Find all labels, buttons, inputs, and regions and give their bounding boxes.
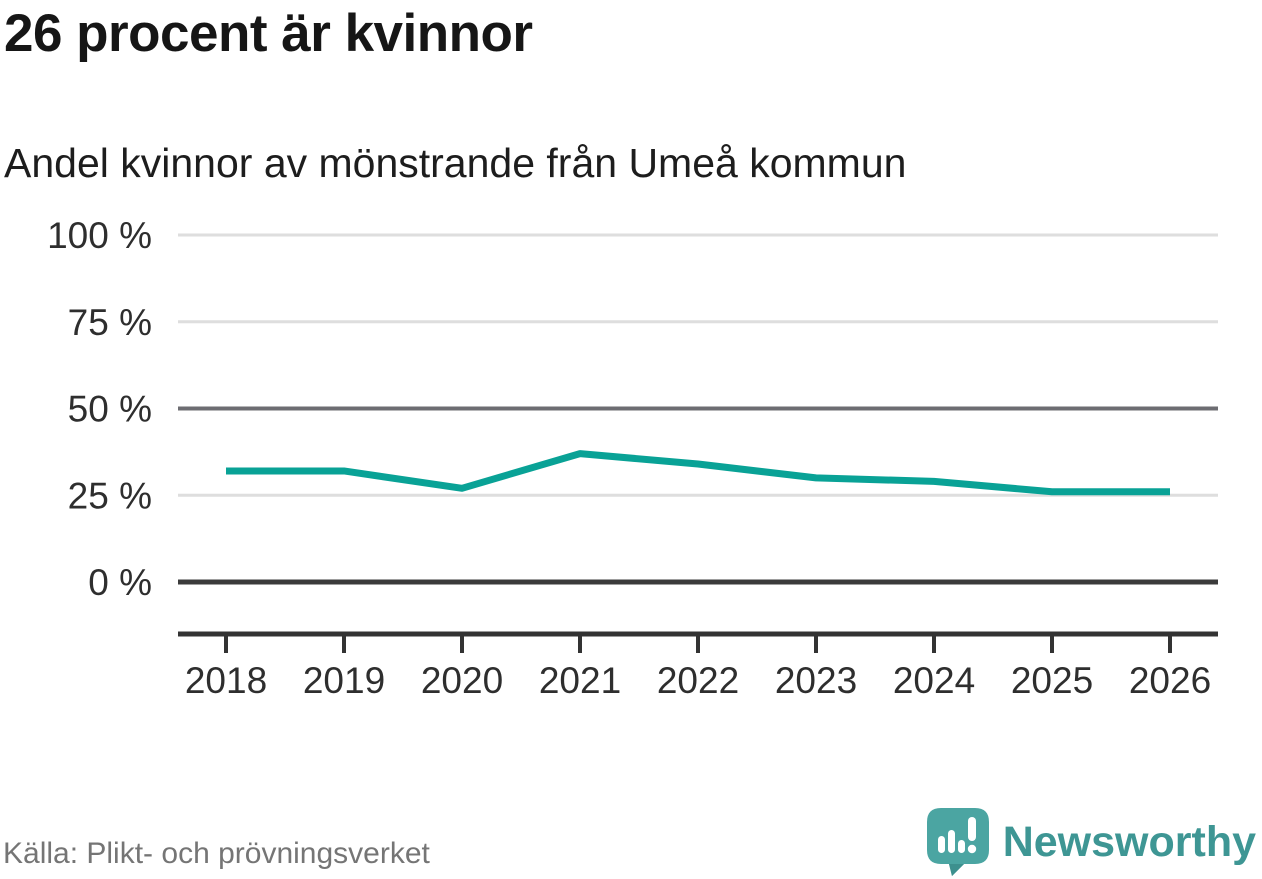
x-axis-tick-label: 2022 <box>657 660 739 701</box>
brand-name: Newsworthy <box>1002 817 1256 866</box>
x-axis-tick-label: 2026 <box>1129 660 1211 701</box>
x-axis-tick-label: 2020 <box>421 660 503 701</box>
x-axis-tick-label: 2024 <box>893 660 975 701</box>
y-axis-tick-label: 50 % <box>68 389 152 430</box>
y-axis-tick-label: 75 % <box>68 302 152 343</box>
newsworthy-logo-icon <box>926 808 989 876</box>
x-axis-tick-label: 2021 <box>539 660 621 701</box>
x-axis-tick-label: 2025 <box>1011 660 1093 701</box>
x-axis-tick-label: 2019 <box>303 660 385 701</box>
y-axis-tick-label: 25 % <box>68 475 152 516</box>
page-title: 26 procent är kvinnor <box>4 4 533 63</box>
y-axis-tick-label: 100 % <box>47 215 152 256</box>
data-series-line <box>226 450 1170 496</box>
y-axis-tick-label: 0 % <box>88 562 152 603</box>
newsworthy-brand: Newsworthy <box>926 806 1256 878</box>
source-attribution: Källa: Plikt- och prövningsverket <box>3 837 430 870</box>
x-axis-tick-label: 2023 <box>775 660 857 701</box>
x-axis-tick-label: 2018 <box>185 660 267 701</box>
line-chart: 0 % 25 % 50 % 75 % 100 % 2018 2019 2020 2021 2022… <box>47 215 1218 701</box>
chart-subtitle: Andel kvinnor av mönstrande från Umeå ko… <box>4 140 907 186</box>
